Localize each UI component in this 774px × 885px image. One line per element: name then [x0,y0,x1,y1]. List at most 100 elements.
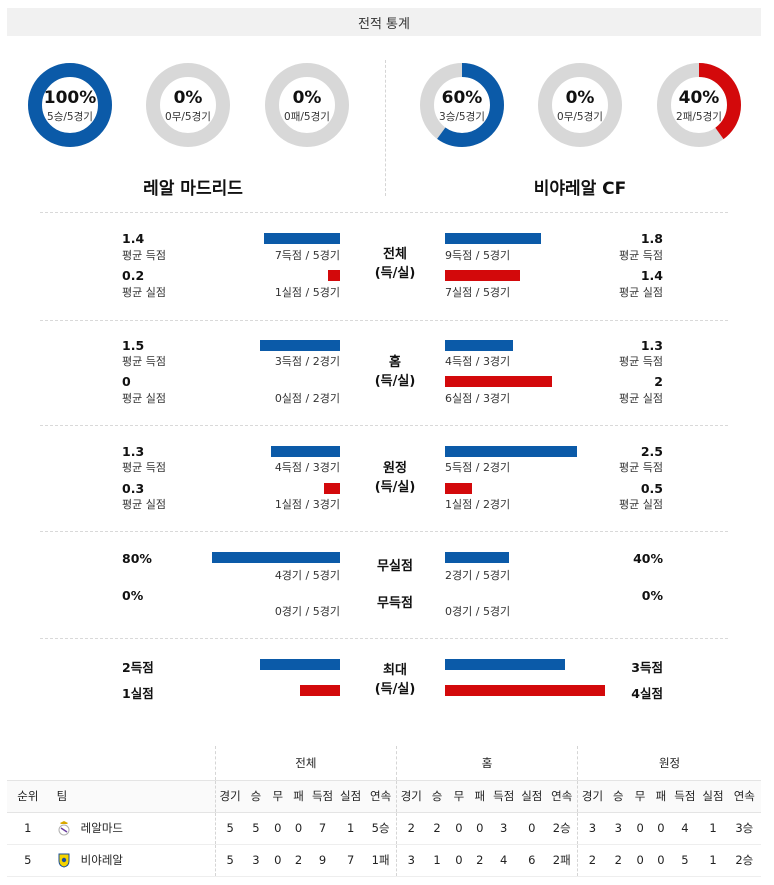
section-title: 전적 통계 [358,16,410,32]
col-streak: 연속 [727,779,761,813]
col-against: 실점 [517,779,547,813]
stat-cell: 4 [671,812,699,845]
stat-cell: 5승 [365,812,397,845]
donut-caption: 0무/5경기 [557,111,603,123]
away-win-donut: 60% 3승/5경기 [419,62,505,148]
stat-cell: 2 [606,844,630,877]
group-total: 전체 [214,746,397,780]
home-away-against-bar [324,483,340,494]
divider [40,425,728,426]
col-for: 득점 [309,779,337,813]
stat-cell: 0 [469,812,491,845]
total-sub-label: (득/실) [374,266,416,281]
away-clean-bar [445,552,509,563]
stat-cell: 0 [448,812,470,845]
away-avg-for: 1.8 [640,231,663,246]
home-home-for-caption: 3득점 / 2경기 [274,355,340,368]
away-avg-against: 1.4 [640,268,663,283]
team-divider [385,60,386,196]
away-home-for-bar [445,340,513,351]
donut-caption: 3승/5경기 [439,111,485,123]
home-sub-label: (득/실) [374,374,416,389]
divider [40,531,728,532]
col-streak: 연속 [365,779,397,813]
home-avg-for: 1.4 [122,231,145,246]
stat-cell: 6 [517,844,547,877]
away-home-against-bar [445,376,552,387]
donut-percent: 60% [441,88,483,108]
home-total-for-bar [264,233,340,244]
away-away-against-bar [445,483,472,494]
donut-percent: 0% [565,88,595,108]
home-total-for-caption: 7득점 / 5경기 [274,249,340,262]
clean-sheet-label: 무실점 [377,559,413,574]
home-max-against-bar [300,685,340,696]
real-madrid-crest-icon [58,821,70,836]
group-away: 원정 [577,746,761,780]
divider [40,212,728,213]
col-against: 실점 [336,779,366,813]
donut-caption: 0무/5경기 [165,111,211,123]
stat-cell: 0 [650,812,672,845]
stat-cell: 7 [309,812,337,845]
home-away-avg-against: 0.3 [122,481,145,496]
stat-cell: 2 [425,812,449,845]
stat-cell: 3 [244,844,268,877]
rank-cell: 5 [7,844,49,877]
home-avg-against-label: 평균 실점 [122,286,166,299]
home-home-for-bar [260,340,340,351]
stat-cell: 0 [629,844,651,877]
home-draw-donut: 0% 0무/5경기 [145,62,231,148]
table-row[interactable]: 1 레알마드 5 5 0 0 7 1 5승 2 2 0 0 3 0 2승 3 3… [7,812,761,845]
away-away-avg-for-label: 평균 득점 [619,461,663,474]
away-clean-pct: 40% [633,551,663,566]
away-away-for-bar [445,446,577,457]
stat-cell: 2패 [546,844,578,877]
stat-cell: 3 [490,812,518,845]
home-section-label: 홈 (득/실) [360,353,430,391]
stat-cell: 1 [425,844,449,877]
away-section-label: 원정 (득/실) [360,459,430,497]
home-away-avg-for-label: 평균 득점 [122,461,166,474]
home-away-against-caption: 1실점 / 3경기 [274,498,340,511]
home-team-name: 레알 마드리드 [143,179,243,199]
home-home-against-caption: 0실점 / 2경기 [274,392,340,405]
team-cell[interactable]: 레알마드 [48,812,216,845]
col-loss: 패 [650,779,672,813]
stat-cell: 1 [698,812,728,845]
away-home-avg-against-label: 평균 실점 [619,392,663,405]
total-section-label: 전체 (득/실) [360,245,430,283]
away-home-against-caption: 6실점 / 3경기 [445,392,511,405]
table-row[interactable]: 5 비야레알 5 3 0 2 9 7 1패 3 1 0 2 4 6 2패 2 2… [7,844,761,877]
away-away-avg-for: 2.5 [640,444,663,459]
col-loss: 패 [469,779,491,813]
away-max-for: 3득점 [631,660,663,675]
team-name: 레알마드 [80,820,123,835]
donut-percent: 0% [173,88,203,108]
team-cell[interactable]: 비야레알 [48,844,216,877]
away-away-against-caption: 1실점 / 2경기 [445,498,511,511]
away-avg-against-label: 평균 실점 [619,286,663,299]
home-avg-against: 0.2 [122,268,145,283]
max-label: 최대 [383,663,407,678]
away-draw-donut: 0% 0무/5경기 [537,62,623,148]
away-home-for-caption: 4득점 / 3경기 [445,355,511,368]
stat-cell: 5 [214,812,245,845]
away-total-against-bar [445,270,520,281]
donut-percent: 0% [292,88,322,108]
away-max-against-bar [445,685,605,696]
stat-cell: 1 [698,844,728,877]
home-win-donut: 100% 5승/5경기 [27,62,113,148]
group-home: 홈 [395,746,578,780]
stat-cell: 2 [577,844,607,877]
donut-caption: 2패/5경기 [676,111,722,123]
home-max-for-bar [260,659,340,670]
col-games: 경기 [395,779,426,813]
home-total-against-caption: 1실점 / 5경기 [274,286,340,299]
section-header: 전적 통계 [7,8,761,36]
away-max-for-bar [445,659,565,670]
home-home-avg-for: 1.5 [122,338,145,353]
stat-cell: 0 [267,812,289,845]
stat-cell: 2 [469,844,491,877]
donut-percent: 100% [43,88,97,108]
